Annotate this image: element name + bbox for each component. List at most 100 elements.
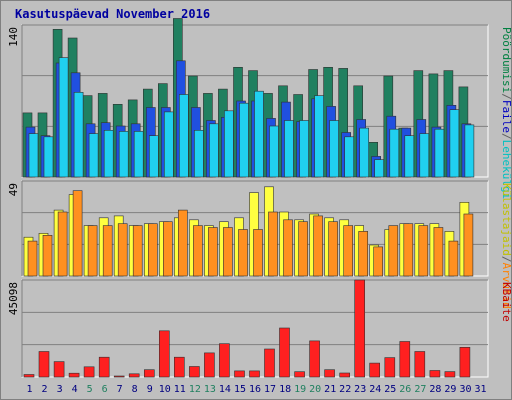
bar-top-lehekülgi-day-20 — [314, 95, 324, 178]
x-tick-label-day-25: 25 — [384, 384, 396, 395]
bar-bot-kbaite-day-8 — [128, 373, 140, 378]
x-tick-label-day-15: 15 — [234, 384, 246, 395]
legend-entry: / — [500, 256, 512, 263]
bar-bot-kbaite-day-21 — [324, 369, 335, 378]
bar-bot-kbaite-day-2 — [38, 351, 50, 378]
bar-top-lehekülgi-day-30 — [464, 124, 475, 178]
bar-top-lehekülgi-day-1 — [28, 133, 39, 178]
bar-top-lehekülgi-day-14 — [224, 110, 234, 178]
bar-mid-arvutid-day-1 — [27, 240, 38, 277]
x-tick-label-day-11: 11 — [174, 384, 186, 395]
bar-bot-kbaite-day-24 — [369, 362, 381, 378]
bar-bot-kbaite-day-16 — [249, 370, 260, 378]
legend-top: Pöördumisi/Faile/Lehekülgi — [500, 27, 512, 199]
legend-bot: KBaite — [500, 282, 512, 322]
bar-bot-kbaite-day-11 — [174, 356, 185, 378]
bar-top-lehekülgi-day-11 — [179, 94, 189, 178]
bar-bot-kbaite-day-17 — [264, 348, 275, 378]
bar-top-lehekülgi-day-3 — [58, 57, 69, 178]
bar-top-lehekülgi-day-4 — [73, 92, 84, 178]
bar-mid-arvutid-day-21 — [328, 221, 338, 277]
x-tick-label-day-27: 27 — [414, 384, 426, 395]
bar-bot-kbaite-day-28 — [429, 370, 441, 378]
x-tick-label-day-3: 3 — [57, 384, 63, 395]
x-tick-label-day-29: 29 — [444, 384, 456, 395]
bar-mid-arvutid-day-11 — [178, 209, 188, 277]
bar-bot-kbaite-day-20 — [309, 340, 320, 378]
bar-bot-kbaite-day-22 — [339, 372, 351, 378]
x-tick-label-day-23: 23 — [354, 384, 366, 395]
x-tick-label-day-9: 9 — [147, 384, 153, 395]
bar-top-lehekülgi-day-24 — [374, 159, 385, 178]
x-tick-label-day-4: 4 — [72, 384, 78, 395]
bar-top-lehekülgi-day-16 — [254, 90, 264, 178]
x-tick-label-day-10: 10 — [159, 384, 171, 395]
y-max-label: 49 — [7, 183, 20, 196]
bar-mid-arvutid-day-12 — [193, 225, 203, 277]
bar-top-lehekülgi-day-25 — [389, 128, 400, 178]
bar-top-lehekülgi-day-15 — [239, 102, 249, 178]
bar-bot-kbaite-day-12 — [189, 366, 200, 378]
bar-mid-arvutid-day-29 — [448, 240, 459, 277]
legend-entry: KBaite — [500, 282, 512, 322]
legend-entry: / — [500, 93, 512, 100]
x-tick-label-day-28: 28 — [429, 384, 441, 395]
x-tick-label-day-7: 7 — [117, 384, 123, 395]
bar-mid-arvutid-day-16 — [253, 229, 263, 277]
bar-mid-arvutid-day-4 — [72, 190, 83, 277]
x-tick-label-day-24: 24 — [369, 384, 381, 395]
x-tick-label-day-22: 22 — [339, 384, 351, 395]
bar-mid-arvutid-day-22 — [343, 225, 354, 277]
bar-mid-arvutid-day-15 — [238, 229, 248, 277]
bar-mid-arvutid-day-9 — [148, 223, 158, 277]
x-tick-label-day-8: 8 — [132, 384, 138, 395]
bar-top-lehekülgi-day-2 — [43, 136, 54, 178]
bar-top-lehekülgi-day-21 — [329, 120, 339, 178]
x-tick-label-day-19: 19 — [294, 384, 306, 395]
x-tick-label-day-30: 30 — [459, 384, 471, 395]
bar-bot-kbaite-day-25 — [384, 357, 396, 378]
x-tick-label-day-14: 14 — [219, 384, 231, 395]
bar-mid-arvutid-day-10 — [163, 221, 173, 277]
bar-top-lehekülgi-day-9 — [149, 135, 159, 178]
x-tick-label-day-13: 13 — [204, 384, 216, 395]
bar-top-lehekülgi-day-6 — [103, 130, 114, 178]
bar-bot-kbaite-day-5 — [83, 366, 95, 378]
bar-bot-kbaite-day-19 — [294, 371, 305, 378]
bar-mid-arvutid-day-8 — [132, 225, 143, 277]
bar-mid-arvutid-day-23 — [358, 231, 369, 277]
x-tick-label-day-20: 20 — [309, 384, 321, 395]
bar-top-lehekülgi-day-28 — [434, 128, 445, 178]
x-tick-label-day-6: 6 — [102, 384, 108, 395]
bar-mid-arvutid-day-26 — [403, 223, 414, 277]
bar-top-lehekülgi-day-12 — [194, 130, 204, 178]
x-tick-label-day-17: 17 — [264, 384, 276, 395]
bar-bot-kbaite-day-13 — [204, 352, 215, 378]
bar-bot-kbaite-day-14 — [219, 343, 230, 378]
bar-top-lehekülgi-day-19 — [299, 120, 309, 178]
bar-bot-kbaite-day-15 — [234, 370, 245, 378]
bar-mid-arvutid-day-24 — [373, 246, 384, 277]
bar-bot-kbaite-day-3 — [53, 361, 65, 378]
bar-bot-kbaite-day-7 — [113, 375, 125, 378]
bar-top-lehekülgi-day-22 — [344, 136, 355, 178]
bar-top-lehekülgi-day-8 — [133, 131, 144, 178]
x-tick-label-day-2: 2 — [41, 384, 47, 395]
bar-top-lehekülgi-day-7 — [118, 131, 129, 178]
bar-mid-arvutid-day-27 — [418, 225, 429, 277]
bar-mid-arvutid-day-14 — [223, 227, 233, 277]
x-tick-label-day-12: 12 — [189, 384, 201, 395]
bar-mid-arvutid-day-2 — [42, 235, 53, 277]
bar-top-lehekülgi-day-27 — [419, 133, 430, 178]
bar-mid-arvutid-day-6 — [102, 225, 113, 277]
bar-mid-arvutid-day-3 — [57, 211, 68, 277]
x-tick-label-day-16: 16 — [249, 384, 261, 395]
bar-top-lehekülgi-day-26 — [404, 135, 415, 178]
bar-top-lehekülgi-day-5 — [88, 133, 99, 178]
y-max-label: 140 — [7, 27, 20, 47]
bar-mid-arvutid-day-5 — [87, 225, 98, 277]
legend-entry: / — [500, 133, 512, 140]
bar-bot-kbaite-day-18 — [279, 327, 290, 378]
